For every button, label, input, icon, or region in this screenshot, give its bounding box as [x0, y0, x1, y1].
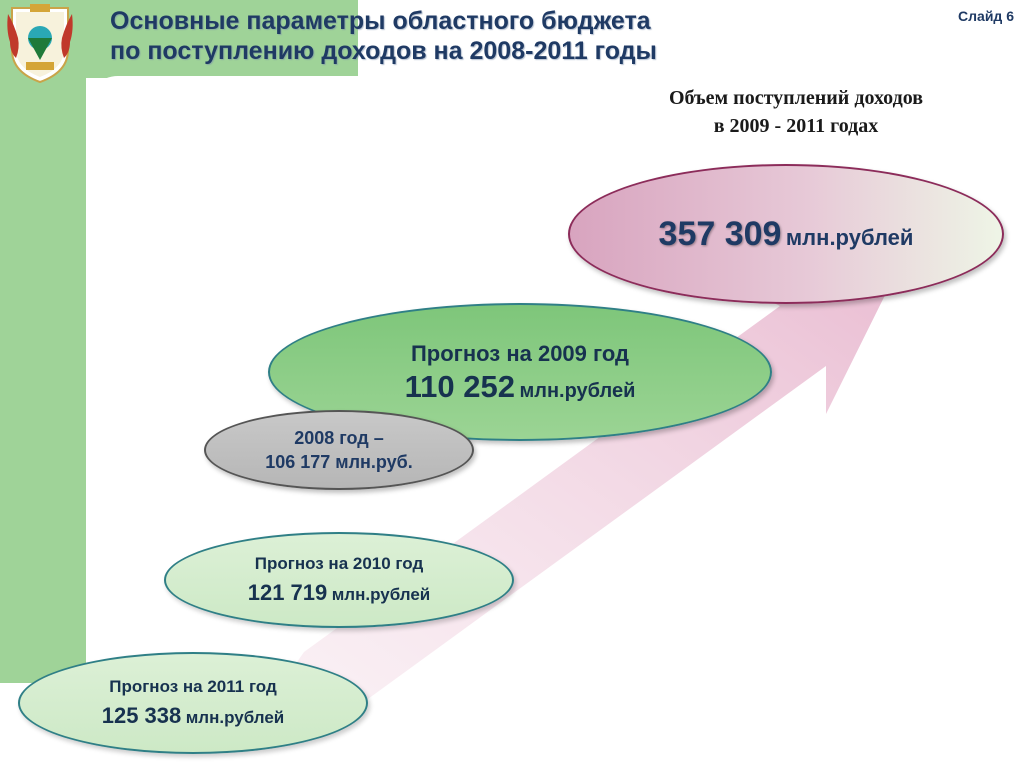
chart-subtitle: Объем поступлений доходов в 2009 - 2011 … [600, 84, 992, 140]
forecast-2011-ellipse: Прогноз на 2011 год 125 338 млн.рублей [18, 652, 368, 754]
page-title-line2: по поступлению доходов на 2008-2011 годы [110, 37, 657, 65]
forecast-2009-value: 110 252 [404, 369, 515, 404]
forecast-2010-ellipse: Прогноз на 2010 год 121 719 млн.рублей [164, 532, 514, 628]
total-revenue-unit: млн.рублей [785, 224, 914, 250]
total-revenue-value: 357 309 [658, 214, 782, 253]
forecast-2009-ellipse: Прогноз на 2009 год 110 252 млн.рублей [268, 303, 772, 441]
forecast-2009-unit: млн.рублей [519, 380, 636, 402]
forecast-2010-label: Прогноз на 2010 год [254, 554, 424, 573]
forecast-2009-label: Прогноз на 2009 год [410, 341, 629, 366]
total-revenue-ellipse: 357 309 млн.рублей [568, 164, 1004, 304]
forecast-2011-unit: млн.рублей [185, 708, 285, 727]
forecast-2011-value-line: 125 338 млн.рублей [102, 700, 285, 732]
chart-subtitle-line2: в 2009 - 2011 годах [713, 115, 879, 137]
side-band [0, 0, 86, 683]
actual-2008-line1: 2008 год – [294, 428, 384, 448]
total-revenue-value-line: 357 309 млн.рублей [659, 215, 914, 254]
actual-2008-line2: 106 177 млн.руб. [265, 452, 413, 472]
forecast-2010-value-line: 121 719 млн.рублей [248, 577, 431, 609]
coat-of-arms-icon [7, 4, 73, 84]
page-title-line1: Основные параметры областного бюджета [110, 7, 651, 35]
forecast-2010-value: 121 719 [247, 580, 328, 605]
forecast-2009-value-line: 110 252 млн.рублей [405, 369, 636, 405]
forecast-2011-label: Прогноз на 2011 год [109, 677, 277, 696]
page-title: Основные параметры областного бюджета по… [110, 6, 657, 66]
forecast-2011-value: 125 338 [101, 703, 182, 728]
slide-number: Слайд 6 [958, 8, 1014, 24]
forecast-2010-unit: млн.рублей [331, 585, 431, 604]
actual-2008-ellipse: 2008 год – 106 177 млн.руб. [204, 410, 474, 490]
chart-subtitle-line1: Объем поступлений доходов [668, 87, 924, 109]
